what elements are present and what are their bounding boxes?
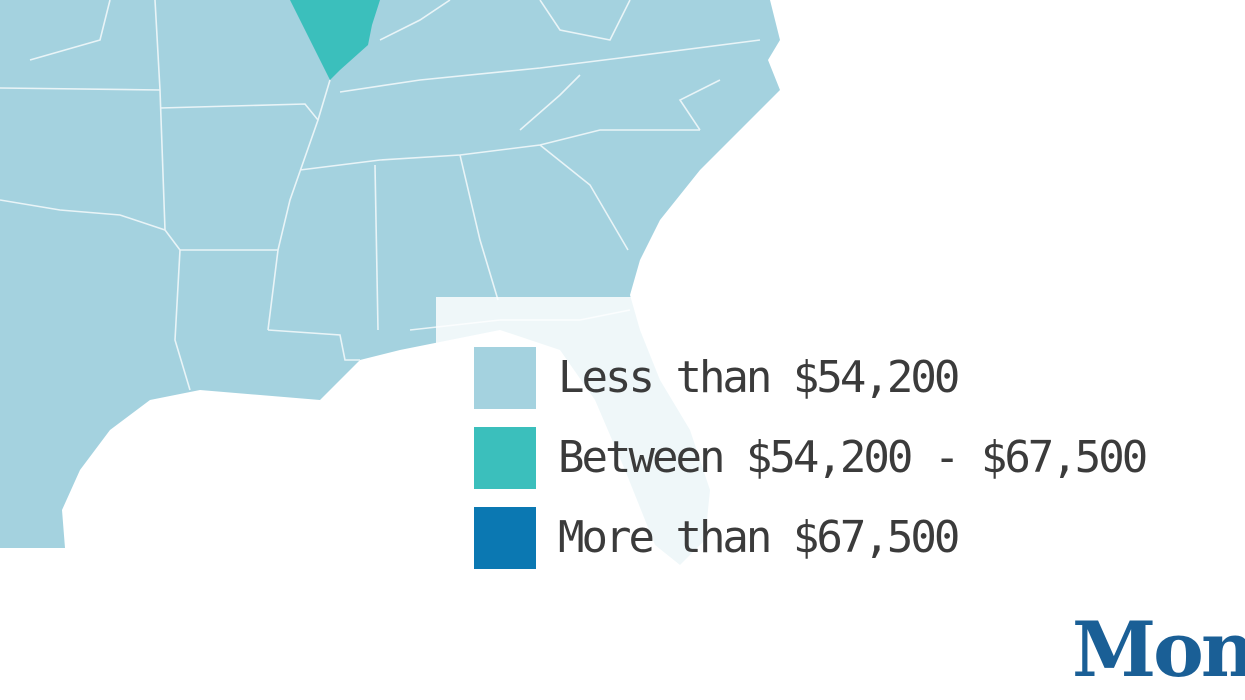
- legend-label-mid: Between $54,200 - $67,500: [558, 432, 1148, 483]
- teal-state: [290, 0, 380, 80]
- state-borders: [0, 0, 761, 391]
- legend-label-low: Less than $54,200: [558, 352, 960, 403]
- legend-item-high: More than $67,500: [474, 507, 960, 569]
- legend-label-high: More than $67,500: [558, 512, 960, 563]
- legend-item-mid: Between $54,200 - $67,500: [474, 427, 1148, 489]
- brand-logo: Mone: [1072, 605, 1245, 694]
- legend-swatch-mid: [474, 427, 536, 489]
- legend: Less than $54,200 Between $54,200 - $67,…: [436, 297, 1148, 587]
- southeast-landmass: [0, 0, 780, 565]
- legend-swatch-high: [474, 507, 536, 569]
- legend-swatch-low: [474, 347, 536, 409]
- legend-item-low: Less than $54,200: [474, 347, 960, 409]
